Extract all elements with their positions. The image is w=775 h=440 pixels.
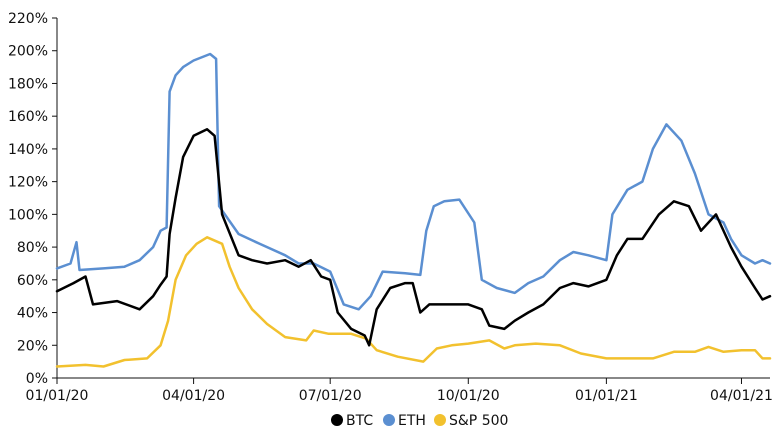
y-tick-label: 120%: [8, 175, 48, 191]
y-tick-label: 220%: [8, 11, 48, 27]
legend-label: ETH: [398, 413, 426, 429]
x-tick-label: 07/01/20: [299, 388, 362, 404]
x-tick-label: 04/01/20: [162, 388, 225, 404]
y-tick-label: 60%: [17, 273, 48, 289]
x-tick-label: 01/01/21: [575, 388, 638, 404]
y-tick-label: 180%: [8, 76, 48, 92]
y-tick-label: 80%: [17, 240, 48, 256]
y-tick-label: 100%: [8, 207, 48, 223]
chart-legend: BTC ETH S&P 500: [331, 413, 508, 429]
y-tick-label: 0%: [26, 371, 48, 387]
legend-swatch: [383, 414, 395, 426]
legend-label: S&P 500: [449, 413, 508, 429]
x-tick-label: 01/01/20: [26, 388, 89, 404]
y-tick-label: 160%: [8, 109, 48, 125]
legend-swatch: [331, 414, 343, 426]
y-tick-label: 20%: [17, 338, 48, 354]
x-tick-label: 04/01/21: [710, 388, 773, 404]
series-line-eth: [55, 52, 772, 311]
y-tick-label: 140%: [8, 142, 48, 158]
x-axis-ticks: 01/01/20 04/01/20 07/01/20 10/01/20 01/01/21…: [26, 378, 773, 404]
legend-label: BTC: [346, 413, 373, 429]
x-tick-label: 10/01/20: [437, 388, 500, 404]
chart-axes: [56, 18, 770, 379]
y-axis-ticks: 0% 20% 40% 60% 80% 100% 120% 140% 160% 180% 200% 22…: [8, 11, 57, 387]
series-line-btc: [55, 128, 772, 347]
series-line-s-p-500: [55, 236, 772, 368]
y-tick-label: 200%: [8, 44, 48, 60]
series-lines: [55, 52, 772, 368]
legend-swatch: [434, 414, 446, 426]
y-tick-label: 40%: [17, 306, 48, 322]
